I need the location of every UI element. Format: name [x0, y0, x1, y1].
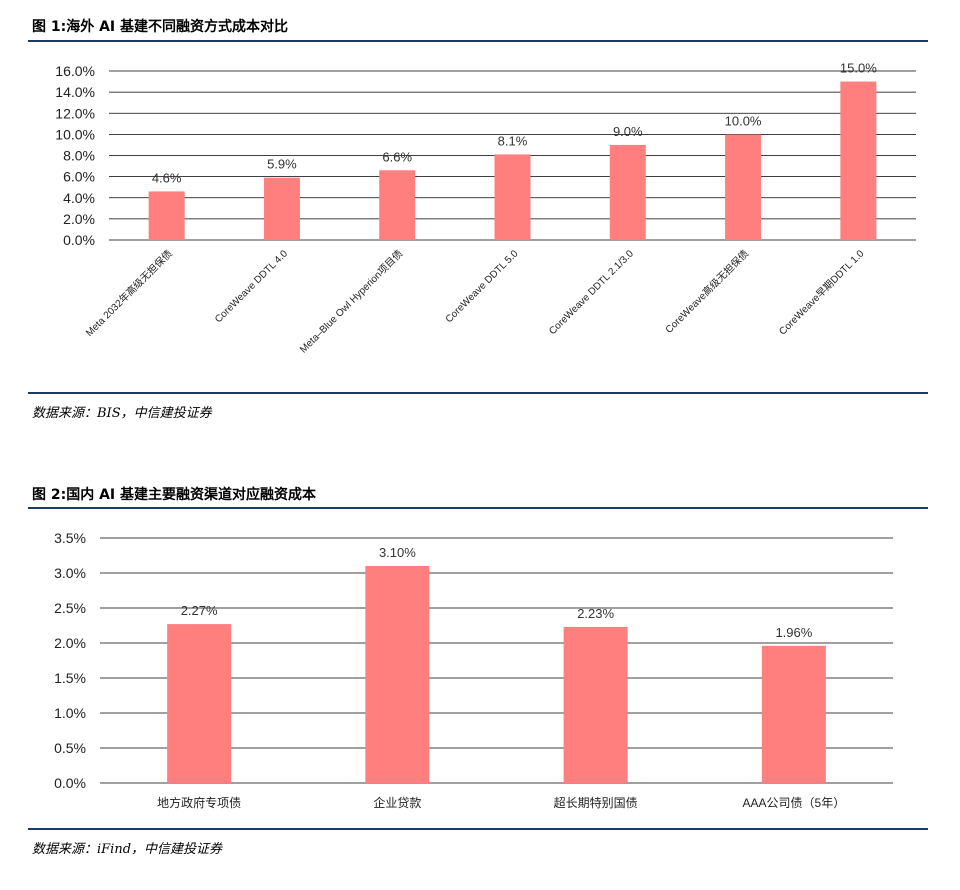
figure2-source: 数据来源：iFind，中信建投证券	[32, 842, 223, 857]
bar	[263, 177, 300, 240]
x-category-label: 地方政府专项债	[157, 795, 241, 810]
bar	[761, 645, 826, 783]
figure2-bottom-rule	[28, 828, 928, 830]
bar	[365, 566, 430, 783]
y-tick-label: 12.0%	[55, 105, 95, 121]
x-category-label: CoreWeave DDTL 2.1/3.0	[547, 248, 636, 337]
data-label: 15.0%	[840, 61, 877, 76]
data-label: 3.10%	[379, 545, 416, 560]
x-category-label: AAA公司债（5年）	[743, 796, 846, 810]
y-tick-label: 6.0%	[63, 169, 95, 185]
y-tick-label: 2.0%	[63, 211, 95, 227]
bar	[840, 81, 877, 240]
data-label: 5.9%	[267, 157, 297, 172]
figure1-top-rule	[28, 40, 928, 42]
y-tick-label: 10.0%	[55, 126, 95, 142]
figure1-chart: 0.0% 2.0% 4.0% 6.0% 8.0% 10.0% 12.0% 14.0% 16.0%…	[55, 61, 916, 356]
y-tick-label: 0.0%	[54, 775, 86, 791]
y-tick-label: 14.0%	[55, 84, 95, 100]
data-label: 10.0%	[725, 113, 762, 128]
y-tick-label: 4.0%	[63, 190, 95, 206]
y-tick-label: 1.0%	[54, 705, 86, 721]
x-category-label: CoreWeave DDTL 5.0	[444, 248, 521, 325]
x-category-label: CoreWeave DDTL 4.0	[213, 248, 290, 325]
bar	[148, 191, 185, 240]
figure1-title: 图 1:海外 AI 基建不同融资方式成本对比	[32, 19, 289, 35]
x-category-label: Meta–Blue Owl Hyperion项目债	[297, 247, 406, 356]
x-category-label: CoreWeave早期DDTL 1.0	[777, 247, 867, 337]
x-category-label: 超长期特别国债	[554, 795, 638, 810]
figure2-top-rule	[28, 507, 928, 509]
y-tick-label: 0.5%	[54, 740, 86, 756]
bar	[494, 154, 531, 240]
bar	[379, 170, 416, 240]
figure2-title: 图 2:国内 AI 基建主要融资渠道对应融资成本	[32, 487, 317, 503]
data-label: 2.23%	[577, 606, 614, 621]
x-category-label: Meta 2032年高级无担保债	[83, 247, 175, 339]
bar	[563, 626, 628, 783]
y-tick-label: 2.5%	[54, 600, 86, 616]
bar	[167, 624, 232, 783]
data-label: 2.27%	[181, 603, 218, 618]
y-tick-label: 2.0%	[54, 635, 86, 651]
y-tick-label: 0.0%	[63, 232, 95, 248]
figure1-source: 数据来源：BIS，中信建投证券	[32, 406, 212, 421]
bar	[609, 144, 646, 240]
y-tick-label: 1.5%	[54, 670, 86, 686]
y-tick-label: 8.0%	[63, 148, 95, 164]
y-tick-label: 3.5%	[54, 530, 86, 546]
data-label: 6.6%	[382, 149, 412, 164]
bar	[725, 134, 762, 240]
x-category-label: 企业贷款	[373, 795, 421, 810]
x-category-label: CoreWeave高级无担保债	[662, 247, 751, 336]
figure1-bottom-rule	[28, 392, 928, 394]
data-label: 8.1%	[498, 133, 528, 148]
y-tick-label: 3.0%	[54, 565, 86, 581]
figure2-chart: 0.0% 0.5% 1.0% 1.5% 2.0% 2.5% 3.0% 3.5% 2.27% 地方政…	[54, 530, 893, 810]
data-label: 4.6%	[152, 170, 182, 185]
data-label: 9.0%	[613, 124, 643, 139]
y-tick-label: 16.0%	[55, 63, 95, 79]
data-label: 1.96%	[775, 625, 812, 640]
